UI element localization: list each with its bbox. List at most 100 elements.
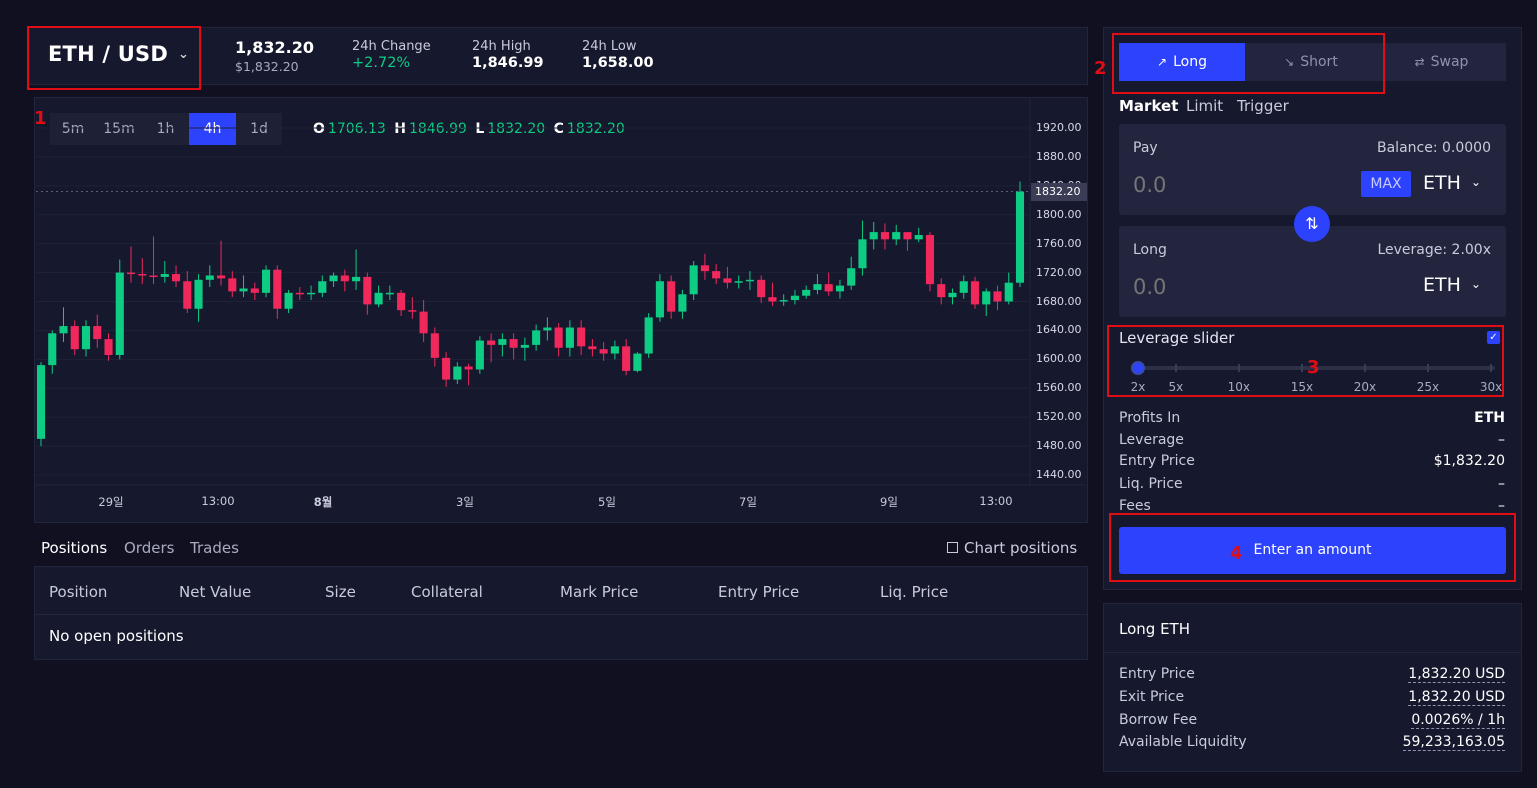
side-swap-label: Swap [1430,54,1469,70]
switch-tokens-button[interactable]: ⇅ [1294,206,1330,242]
candle-body [689,265,698,295]
annotation-label-1: 1 [34,108,47,129]
tab-orders[interactable]: Orders [124,539,175,557]
price-chart[interactable] [34,97,1088,523]
x-tick-label: 29일 [98,495,124,509]
leverage-tick-mark [1490,364,1492,372]
col-net-value: Net Value [179,583,252,601]
candle-body [419,311,428,334]
ohlc-h-label: H [394,121,406,137]
candle-body [678,294,687,312]
side-swap-button[interactable]: ⇄ Swap [1377,43,1506,81]
candle-body [835,285,845,292]
y-tick-label: 1560.00 [1036,381,1082,395]
summary-exit-value: 1,832.20 USD [1408,689,1505,706]
chart-positions-toggle[interactable]: Chart positions [947,539,1077,557]
y-tick-label: 1760.00 [1036,236,1082,250]
entry-price-label: Entry Price [1119,453,1195,469]
col-entry-price: Entry Price [718,583,800,601]
timeframe-1d[interactable]: 1d [236,113,282,145]
candle-body [712,271,721,279]
candle-body [880,232,890,240]
candle-body [228,278,237,292]
candle-body [869,232,878,240]
timeframe-1h[interactable]: 1h [142,113,189,145]
candle-body [126,272,136,275]
low-label: 24h Low [582,39,637,54]
candle-body [847,268,856,286]
annotation-box-sides [1112,33,1385,94]
candle-body [970,281,980,305]
y-tick-label: 1880.00 [1036,149,1082,163]
order-type-market[interactable]: Market [1119,97,1179,115]
leverage-tick-label: 25x [1416,380,1440,394]
last-price-value: 1832.20 [1035,185,1081,198]
order-type-trigger[interactable]: Trigger [1237,97,1289,115]
liq-price-label: Liq. Price [1119,476,1183,492]
liq-price-value: – [1498,476,1505,492]
col-size: Size [325,583,356,601]
side-long-label: Long [1173,54,1207,70]
order-type-limit[interactable]: Limit [1186,97,1224,115]
leverage-tick-label: 15x [1290,380,1314,394]
candle-body [205,275,214,280]
candle-body [588,346,597,350]
candle-body [284,292,293,309]
max-button[interactable]: MAX [1361,171,1411,197]
candle-body [93,326,102,340]
timeframe-5m[interactable]: 5m [50,113,96,145]
submit-button[interactable]: Enter an amount [1119,527,1506,574]
side-long-button[interactable]: ↗ Long [1119,43,1245,81]
candle-body [138,274,147,276]
candle-body [397,292,406,311]
change-value: +2.72% [352,55,411,71]
summary-exit-label: Exit Price [1119,689,1185,705]
leverage-tick-mark [1426,364,1429,372]
leverage-slider-handle[interactable] [1131,361,1145,375]
candle-body [610,346,619,354]
candle-body [745,279,754,282]
candle-body [824,284,833,292]
candle-body [903,232,912,240]
pay-token-selector[interactable]: ETH ⌄ [1423,172,1481,194]
candle-body [948,292,957,298]
candle-body [925,234,935,285]
checkbox-icon[interactable] [947,542,958,553]
leverage-info-label: Leverage [1119,432,1184,448]
pay-amount-input[interactable] [1133,170,1333,200]
candle-body [633,353,642,371]
candle-body [520,344,529,348]
y-tick-label: 1680.00 [1036,294,1082,308]
col-position: Position [49,583,108,601]
long-amount-input[interactable] [1133,272,1333,302]
ohlc-c-label: C [553,121,564,137]
y-tick-label: 1800.00 [1036,207,1082,221]
change-label: 24h Change [352,39,431,54]
x-tick-label: 7일 [739,495,757,509]
tab-positions[interactable]: Positions [41,539,108,557]
leverage-slider-label: Leverage slider [1119,329,1235,347]
leverage-slider-checkbox[interactable]: ✓ [1487,331,1500,344]
timeframe-4h[interactable]: 4h [189,113,236,145]
candle-body [329,275,338,282]
ohlc-o-label: O [313,121,325,137]
tab-trades[interactable]: Trades [190,539,239,557]
long-eth-panel [1103,603,1522,772]
long-token-selector[interactable]: ETH ⌄ [1423,274,1481,296]
candle-body [577,327,586,347]
pay-label: Pay [1133,140,1158,156]
pair-selector[interactable]: ETH / USD ⌄ [48,42,189,66]
annotation-label-2: 2 [1094,58,1107,79]
x-tick-label: 3일 [456,495,474,509]
summary-entry-value: 1,832.20 USD [1408,666,1505,683]
candle-body [104,339,113,355]
candle-body [667,281,676,312]
candle-body [622,346,631,371]
leverage-slider-track[interactable] [1134,366,1495,370]
candle-body [790,295,799,301]
swap-arrows-icon: ⇄ [1414,55,1425,69]
side-short-button[interactable]: ↘ Short [1245,43,1377,81]
timeframe-15m[interactable]: 15m [96,113,142,145]
candle-body [779,300,788,302]
col-liq-price: Liq. Price [880,583,949,601]
